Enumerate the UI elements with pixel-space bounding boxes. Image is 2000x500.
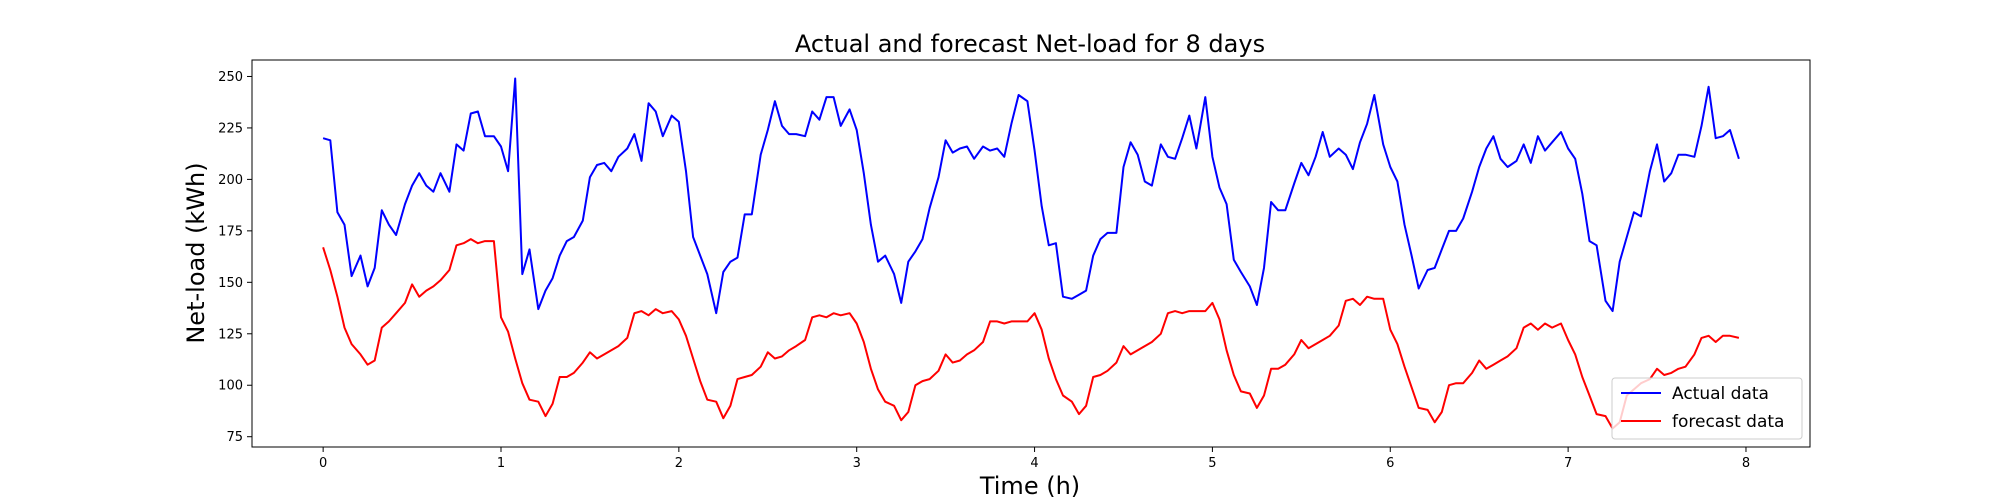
x-tick-label: 7 bbox=[1564, 456, 1572, 471]
x-tick-label: 4 bbox=[1030, 456, 1038, 471]
y-tick-label: 225 bbox=[218, 121, 243, 136]
y-axis-title: Net-load (kWh) bbox=[182, 162, 210, 343]
x-tick-label: 8 bbox=[1742, 456, 1750, 471]
series-line-forecast bbox=[322, 238, 1740, 430]
x-tick-label: 0 bbox=[319, 456, 327, 471]
y-axis: 75 100 125 150 175 200 225 250 bbox=[218, 70, 252, 445]
legend-label-actual: Actual data bbox=[1672, 384, 1769, 404]
x-tick-label: 2 bbox=[675, 456, 683, 471]
x-axis: 0 1 2 3 4 5 6 7 8 bbox=[319, 447, 1750, 471]
plot-area bbox=[251, 59, 1811, 448]
series-layer bbox=[322, 77, 1740, 430]
x-tick-label: 3 bbox=[853, 456, 861, 471]
chart-title: Actual and forecast Net-load for 8 days bbox=[795, 30, 1265, 58]
y-tick-label: 150 bbox=[218, 276, 243, 291]
y-tick-label: 100 bbox=[218, 379, 243, 394]
series-line-actual bbox=[322, 77, 1740, 315]
x-tick-label: 1 bbox=[497, 456, 505, 471]
y-tick-label: 175 bbox=[218, 224, 243, 239]
legend-label-forecast: forecast data bbox=[1672, 412, 1784, 432]
legend: Actual data forecast data bbox=[1611, 377, 1803, 440]
y-tick-label: 250 bbox=[218, 70, 243, 85]
x-tick-label: 6 bbox=[1386, 456, 1394, 471]
x-axis-title: Time (h) bbox=[979, 472, 1080, 500]
x-tick-label: 5 bbox=[1208, 456, 1216, 471]
y-tick-label: 200 bbox=[218, 173, 243, 188]
y-tick-label: 75 bbox=[226, 430, 243, 445]
y-tick-label: 125 bbox=[218, 327, 243, 342]
